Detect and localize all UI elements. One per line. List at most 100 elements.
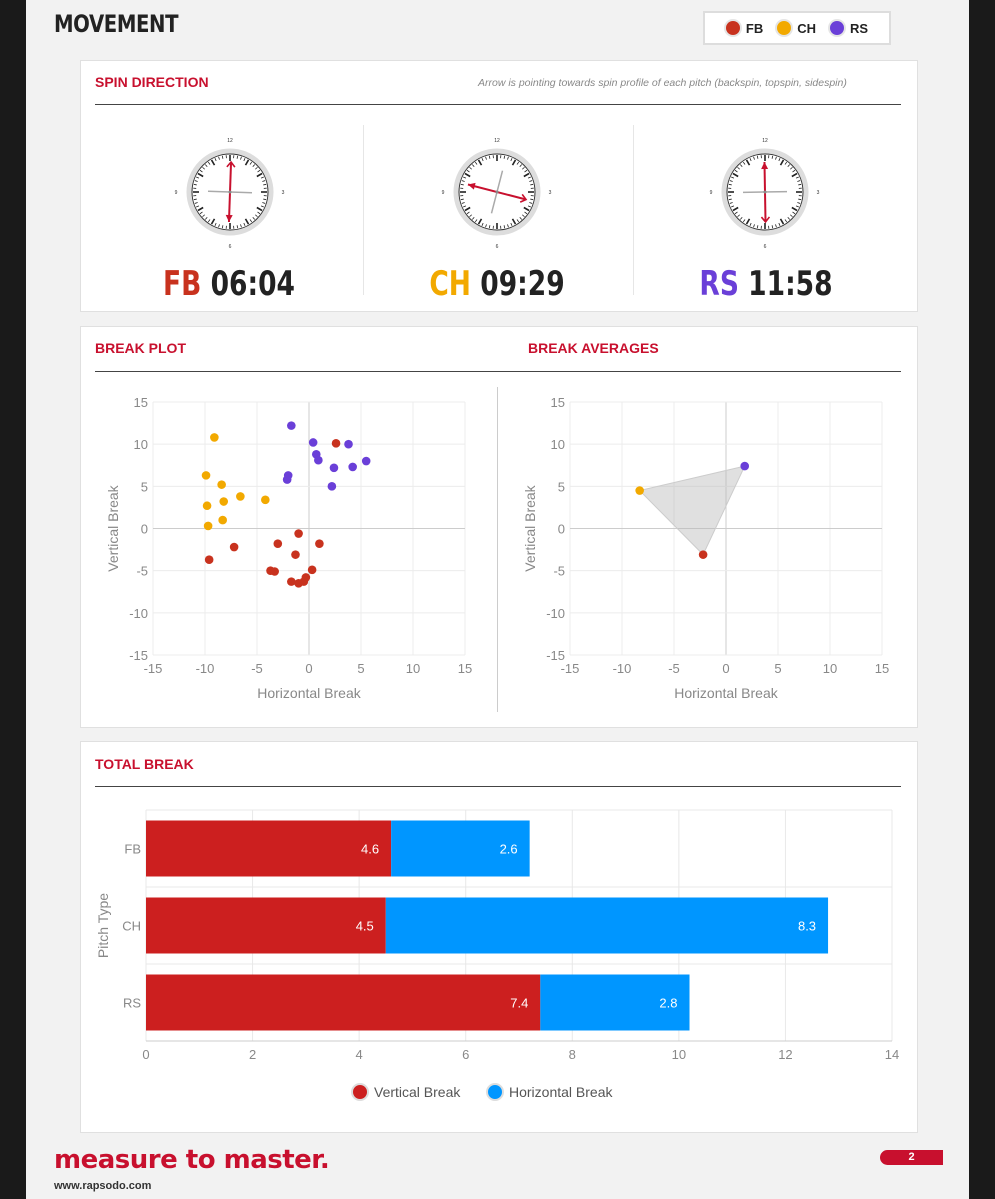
clock-tick (784, 161, 788, 165)
clock-tick (471, 164, 475, 168)
footer-tagline: measure to master. (54, 1145, 330, 1175)
clock-tick (775, 156, 777, 160)
point-rs (287, 421, 296, 430)
x-tick-label: 10 (672, 1047, 686, 1062)
footer-url[interactable]: www.rapsodo.com (54, 1180, 152, 1192)
point-fb (273, 539, 283, 548)
x-tick-label: 12 (778, 1047, 792, 1062)
clock-tick (742, 161, 746, 165)
clock-tick (254, 214, 258, 218)
clock-tick (756, 225, 759, 229)
x-tick-label: -10 (613, 661, 632, 676)
point-fb (698, 550, 708, 559)
clock-tick (243, 222, 246, 226)
clock-tick (753, 224, 755, 228)
x-tick-label: -5 (668, 661, 680, 676)
y-tick-label: 10 (134, 437, 148, 452)
x-tick-label: 0 (142, 1047, 149, 1062)
clock-tick (792, 211, 796, 215)
point-fb (315, 539, 324, 548)
clock-tick (199, 169, 203, 173)
point-rs (329, 463, 339, 473)
arrow-tail (226, 160, 236, 168)
spin-label-rs: RS 11:58 (688, 264, 844, 304)
clock-tick (254, 166, 258, 170)
clock-tick (516, 219, 520, 223)
clock-tick (731, 205, 735, 208)
bar-horizontal-break (391, 820, 530, 877)
clock-tick (778, 158, 781, 162)
break-plot-title: BREAK PLOT (95, 340, 186, 356)
point-ch (201, 471, 211, 480)
clock-tick (488, 155, 491, 159)
point-ch (218, 515, 227, 525)
clock-tick (507, 156, 509, 160)
bar-horizontal-break (540, 974, 690, 1031)
legend-label: RS (850, 20, 869, 36)
clock-tick (214, 222, 217, 226)
bar-vertical-break (146, 820, 392, 877)
clock-tick (240, 224, 242, 228)
clock-tick (210, 159, 216, 166)
clock-tick (732, 206, 739, 212)
clock-tick (771, 155, 774, 159)
break-rule (95, 371, 901, 372)
point-ch (202, 501, 212, 511)
clock-center (495, 190, 499, 194)
bar-value-label: 7.4 (510, 996, 528, 1011)
clock-tick (463, 205, 467, 208)
point-ch (210, 433, 219, 442)
clock-number: 6 (496, 244, 499, 250)
clock-tick (775, 224, 777, 228)
spin-time-ch: 09:29 (480, 264, 565, 304)
spin-direction-title: SPIN DIRECTION (95, 74, 209, 90)
clock-tick (784, 219, 788, 223)
clock-tick (263, 198, 267, 201)
clock-tick (739, 216, 743, 220)
legend-swatch-ch (777, 21, 792, 35)
legend-label: Horizontal Break (509, 1084, 613, 1100)
clock-tick (797, 202, 801, 204)
y-tick-label: 5 (558, 479, 565, 494)
spin-time-fb: 06:04 (210, 264, 295, 304)
clock-tick (798, 198, 802, 201)
clock-tick (463, 176, 467, 179)
clock-tick (221, 155, 224, 159)
bar-horizontal-break (385, 897, 829, 954)
clock-tick (256, 172, 263, 178)
clock-tick (739, 164, 743, 168)
clock-tick (521, 166, 525, 170)
clock-tick (728, 198, 732, 201)
y-tick-label: 0 (141, 522, 148, 537)
bar-vertical-break (146, 974, 541, 1031)
point-fb (291, 550, 300, 559)
clock-face (458, 153, 536, 231)
category-label: RS (123, 996, 141, 1011)
clock-tick (244, 159, 250, 166)
clock-number: 6 (229, 244, 232, 250)
clock-tick (734, 169, 738, 173)
legend-label: FB (745, 20, 764, 36)
clock-tick (511, 218, 517, 225)
clock-tick (737, 166, 741, 170)
clock-number: 9 (442, 190, 445, 196)
divider (497, 387, 498, 712)
clock-tick (527, 176, 531, 179)
clock-tick (214, 158, 217, 162)
bar-value-label: 2.8 (659, 996, 677, 1011)
x-tick-label: 5 (357, 661, 364, 676)
bar-value-label: 2.6 (500, 842, 518, 857)
clock-tick (244, 218, 250, 225)
y-axis-label: Vertical Break (105, 484, 121, 571)
clock-tick (210, 218, 216, 225)
y-tick-label: 10 (551, 437, 565, 452)
clock-tick (474, 161, 478, 165)
x-tick-label: 14 (885, 1047, 899, 1062)
category-label: FB (124, 842, 141, 857)
clock-center (228, 190, 232, 194)
clock-tick (202, 214, 206, 218)
clock-tick (204, 164, 208, 168)
arrow-tail (760, 216, 771, 224)
point-fb (294, 529, 303, 538)
pitch-code-fb: FB (163, 264, 202, 304)
